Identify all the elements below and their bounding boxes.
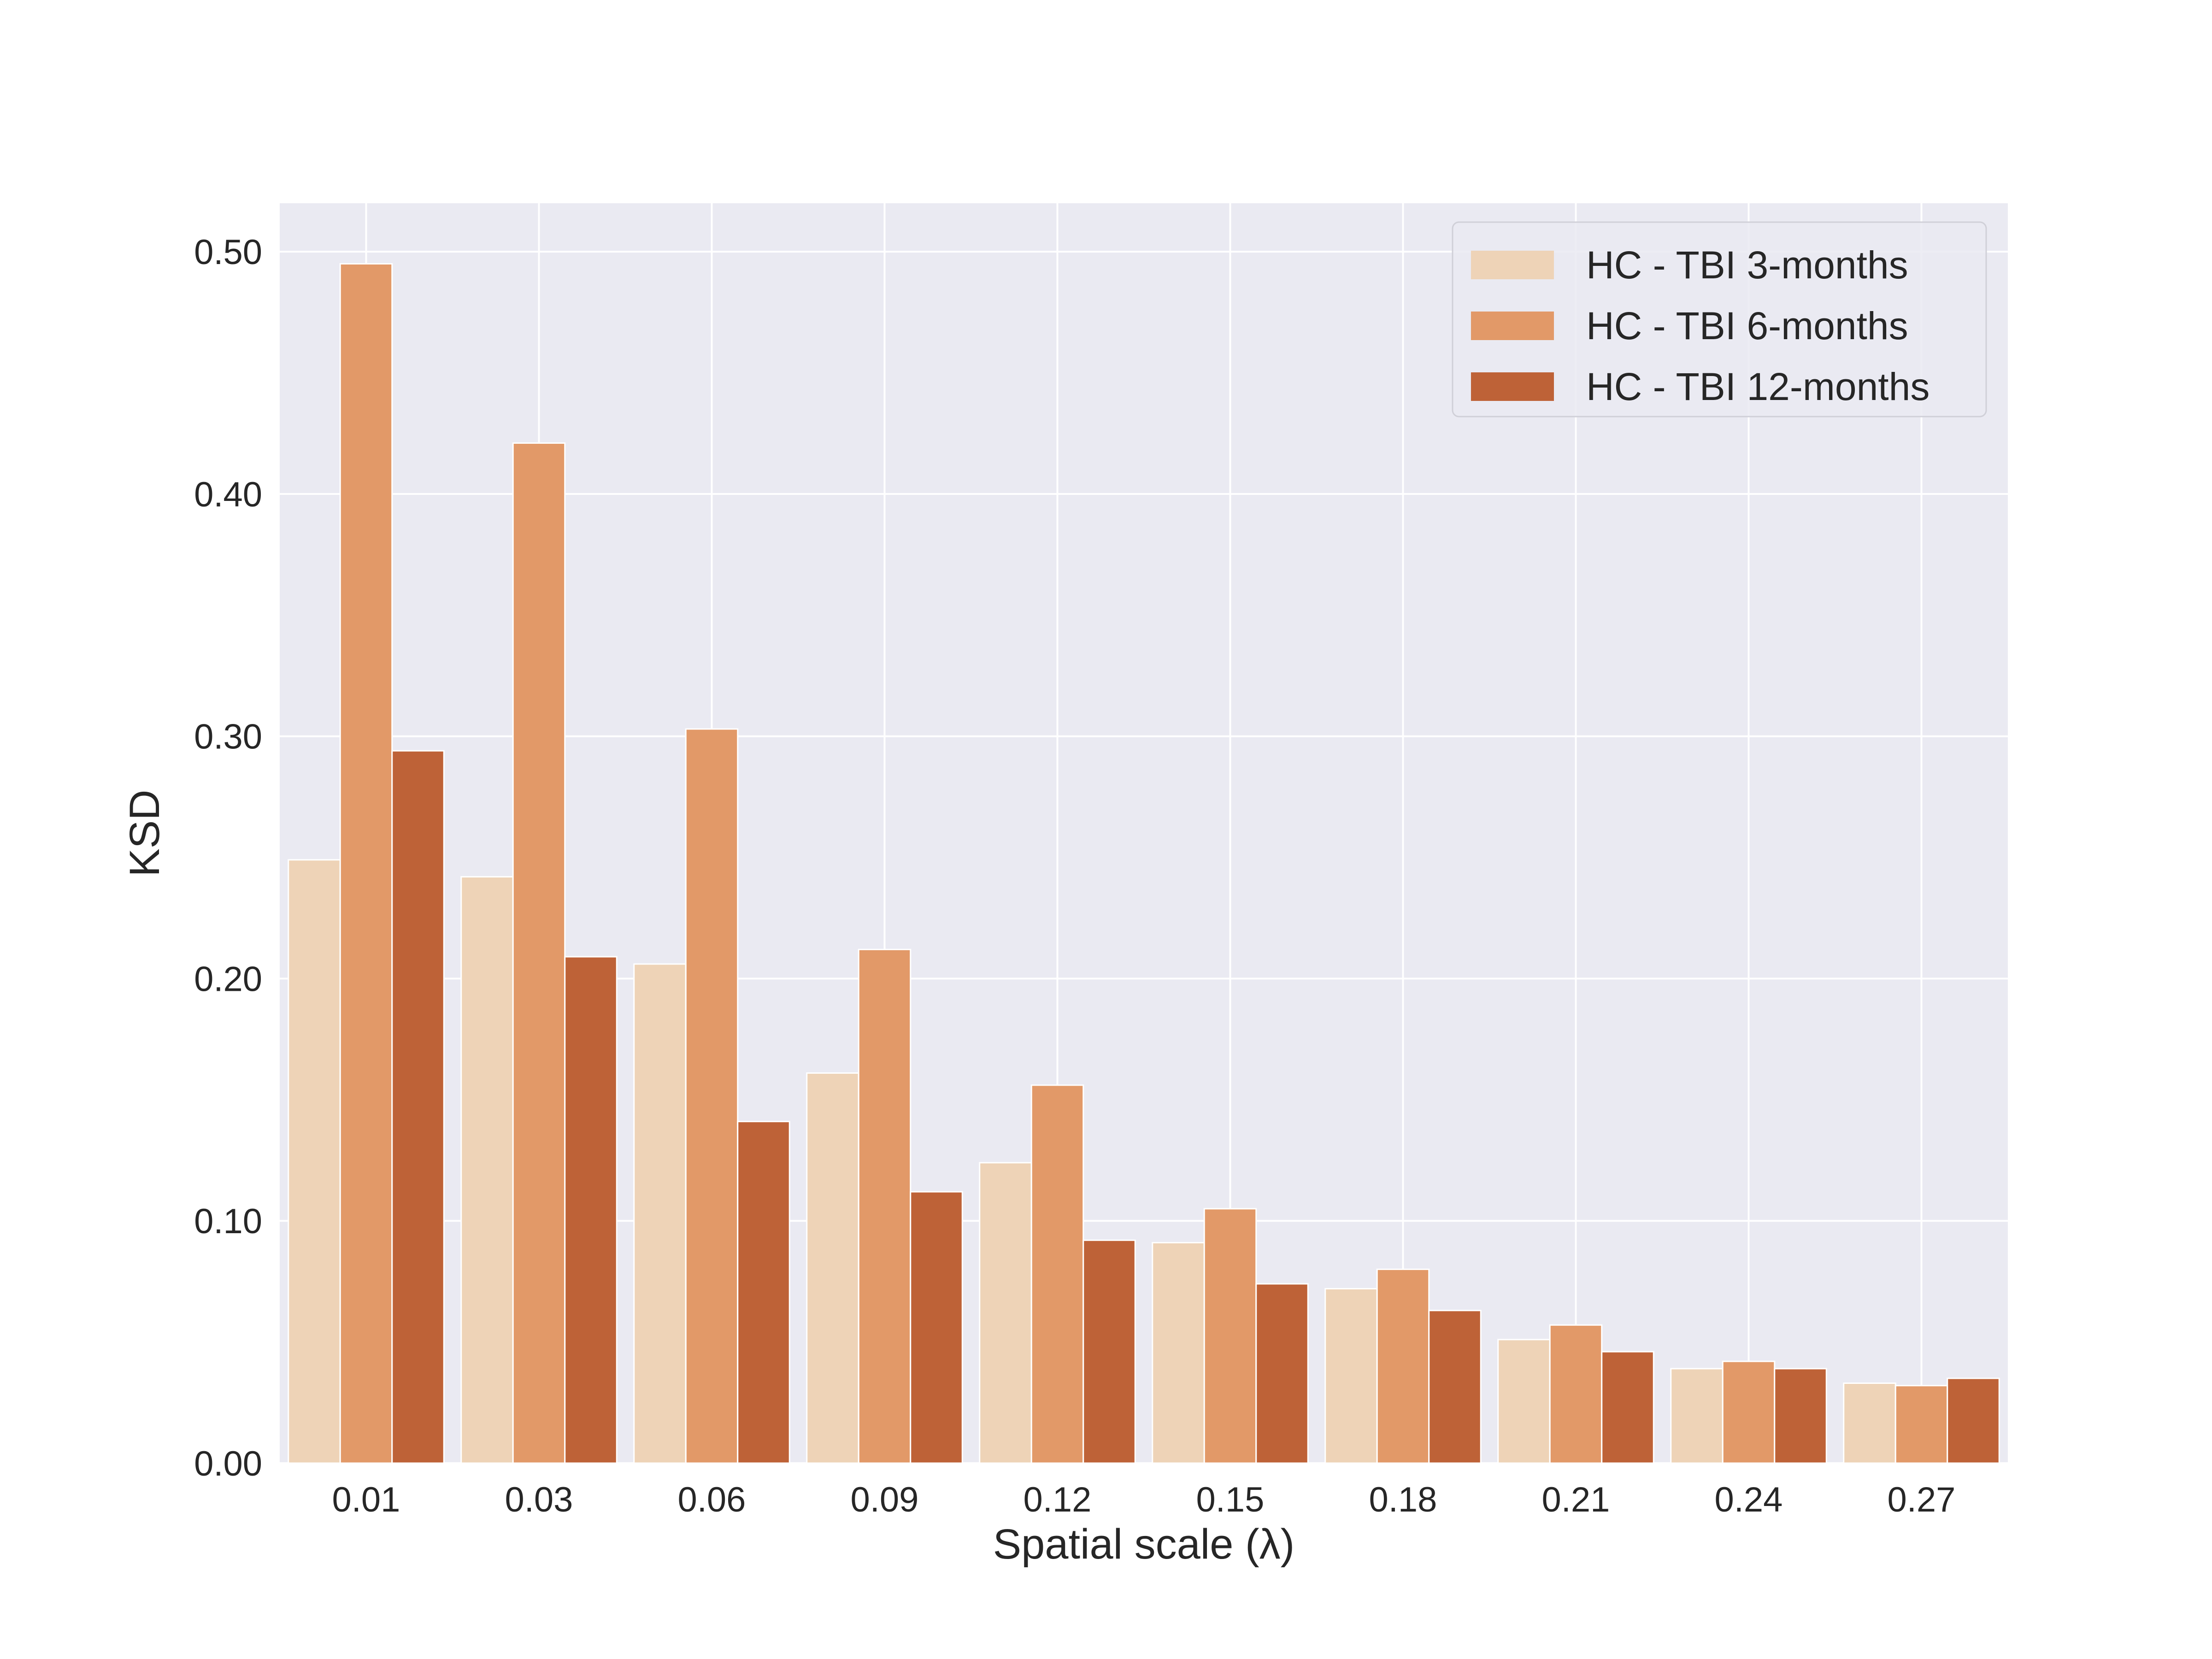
x-tick-label: 0.06 [678, 1480, 746, 1519]
bar-1-0.09 [806, 1072, 859, 1464]
bar-2-0.03 [512, 442, 566, 1464]
y-tick-label: 0.30 [194, 718, 262, 757]
bar-1-0.01 [288, 859, 341, 1464]
x-tick-label: 0.03 [505, 1480, 573, 1519]
bar-1-0.24 [1670, 1368, 1724, 1464]
bar-2-0.09 [858, 948, 912, 1464]
x-tick-label: 0.09 [851, 1480, 919, 1519]
x-tick-label: 0.15 [1196, 1480, 1265, 1519]
legend-swatch [1471, 312, 1554, 340]
legend-swatch [1471, 372, 1554, 401]
legend-swatch [1471, 251, 1554, 279]
x-tick-label: 0.24 [1715, 1480, 1783, 1519]
bar-2-0.18 [1376, 1268, 1430, 1464]
legend-label: HC - TBI 12-months [1586, 365, 1930, 408]
bar-3-0.27 [1947, 1377, 2000, 1464]
x-axis-label: Spatial scale (λ) [993, 1521, 1294, 1568]
bar-2-0.24 [1722, 1360, 1776, 1464]
bar-2-0.27 [1894, 1385, 1948, 1464]
bar-1-0.06 [633, 963, 687, 1464]
x-tick-label: 0.21 [1542, 1480, 1610, 1519]
y-tick-labels: 0.00 0.10 0.20 0.30 0.40 0.50 [194, 233, 262, 1483]
bar-3-0.01 [391, 750, 445, 1464]
y-tick-label: 0.00 [194, 1444, 262, 1483]
bar-1-0.03 [460, 876, 514, 1464]
bar-1-0.15 [1152, 1242, 1205, 1464]
bar-3-0.09 [910, 1191, 963, 1464]
bar-1-0.21 [1497, 1339, 1551, 1464]
bar-2-0.06 [685, 728, 739, 1464]
bar-2-0.21 [1549, 1324, 1603, 1464]
x-tick-label: 0.12 [1024, 1480, 1092, 1519]
x-tick-label: 0.18 [1369, 1480, 1437, 1519]
bar-3-0.24 [1774, 1368, 1827, 1464]
bar-3-0.06 [737, 1121, 790, 1464]
legend: HC - TBI 3-months HC - TBI 6-months HC - T… [1452, 221, 1987, 418]
legend-box [1452, 221, 1987, 418]
bar-1-0.12 [979, 1162, 1032, 1464]
bar-2-0.01 [339, 263, 393, 1464]
y-tick-label: 0.50 [194, 233, 262, 272]
y-axis-label: KSD [121, 789, 168, 877]
bar-2-0.15 [1203, 1208, 1257, 1464]
x-tick-labels: 0.01 0.03 0.06 0.09 0.12 0.15 0.18 0.21 0.24 0.27 [332, 1480, 1956, 1519]
legend-label: HC - TBI 6-months [1586, 304, 1908, 347]
bar-2-0.12 [1030, 1084, 1084, 1464]
bar-3-0.03 [564, 956, 618, 1464]
y-tick-label: 0.10 [194, 1202, 262, 1241]
y-tick-label: 0.20 [194, 959, 262, 999]
bar-1-0.18 [1324, 1288, 1378, 1464]
bar-3-0.18 [1428, 1310, 1482, 1464]
x-tick-label: 0.27 [1888, 1480, 1956, 1519]
bar-1-0.27 [1843, 1382, 1896, 1464]
bars [288, 263, 2000, 1464]
bar-3-0.12 [1082, 1239, 1136, 1464]
legend-label: HC - TBI 3-months [1586, 243, 1908, 287]
y-tick-label: 0.40 [194, 475, 262, 514]
x-tick-label: 0.01 [332, 1480, 400, 1519]
bar-3-0.21 [1601, 1351, 1654, 1464]
bar-3-0.15 [1255, 1283, 1309, 1464]
